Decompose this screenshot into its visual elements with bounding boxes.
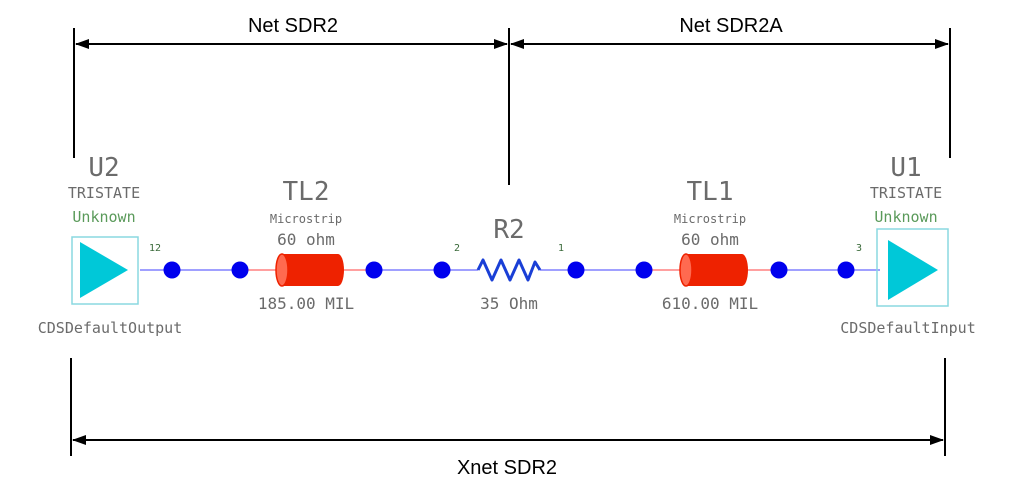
u2-pin-number: 12 bbox=[149, 243, 161, 254]
u1-model-label: TRISTATE bbox=[870, 184, 942, 202]
u2-model-label: TRISTATE bbox=[68, 184, 140, 202]
u1-buffer-box bbox=[876, 228, 949, 307]
node-tl2-right[interactable] bbox=[365, 261, 383, 279]
u1-pin-number: 3 bbox=[856, 243, 862, 254]
r2-value-label: 35 Ohm bbox=[480, 294, 538, 313]
node-u2-pin[interactable] bbox=[163, 261, 181, 279]
tl2-ref-label: TL2 bbox=[283, 177, 330, 207]
u1-buffer-triangle bbox=[888, 240, 938, 300]
u1-buffer-model-label: CDSDefaultInput bbox=[840, 319, 975, 337]
u2-state-label: Unknown bbox=[72, 208, 135, 226]
u2-ref-label: U2 bbox=[88, 153, 119, 183]
tl1-body bbox=[686, 254, 742, 286]
tl1-end-right bbox=[736, 254, 748, 286]
u1-state-label: Unknown bbox=[874, 208, 937, 226]
u2-output-buffer[interactable] bbox=[71, 236, 139, 305]
xnet-sdr2-label: Xnet SDR2 bbox=[457, 457, 557, 479]
node-u1-pin[interactable] bbox=[837, 261, 855, 279]
tl1-impedance-label: 60 ohm bbox=[681, 230, 739, 249]
r2-ref-label: R2 bbox=[493, 215, 524, 245]
r2-pin-right-number: 1 bbox=[558, 243, 564, 254]
u1-ref-label: U1 bbox=[890, 153, 921, 183]
u2-buffer-triangle bbox=[80, 242, 128, 298]
r2-zigzag bbox=[476, 258, 542, 282]
node-tl1-left[interactable] bbox=[635, 261, 653, 279]
u2-buffer-model-label: CDSDefaultOutput bbox=[38, 319, 183, 337]
tl2-transmission-line[interactable] bbox=[240, 253, 374, 287]
node-r2-right[interactable] bbox=[567, 261, 585, 279]
tl1-transmission-line[interactable] bbox=[644, 253, 779, 287]
u1-input-buffer[interactable] bbox=[876, 228, 949, 307]
net-sdr2a-label: Net SDR2A bbox=[679, 15, 783, 37]
tl1-ref-label: TL1 bbox=[687, 177, 734, 207]
tl1-type-label: Microstrip bbox=[674, 212, 746, 226]
node-r2-left[interactable] bbox=[433, 261, 451, 279]
tl2-impedance-label: 60 ohm bbox=[277, 230, 335, 249]
u2-buffer-box bbox=[71, 236, 139, 305]
net-sdr2-label: Net SDR2 bbox=[248, 15, 338, 37]
tl2-length-label: 185.00 MIL bbox=[258, 294, 354, 313]
tl2-end-left bbox=[275, 253, 289, 287]
r2-resistor[interactable] bbox=[442, 258, 576, 282]
node-tl2-left[interactable] bbox=[231, 261, 249, 279]
r2-pin-left-number: 2 bbox=[454, 243, 460, 254]
tl1-length-label: 610.00 MIL bbox=[662, 294, 758, 313]
tl2-body bbox=[282, 254, 338, 286]
tl2-type-label: Microstrip bbox=[270, 212, 342, 226]
node-tl1-right[interactable] bbox=[770, 261, 788, 279]
tl2-end-right bbox=[332, 254, 344, 286]
tl1-end-left bbox=[679, 253, 693, 287]
